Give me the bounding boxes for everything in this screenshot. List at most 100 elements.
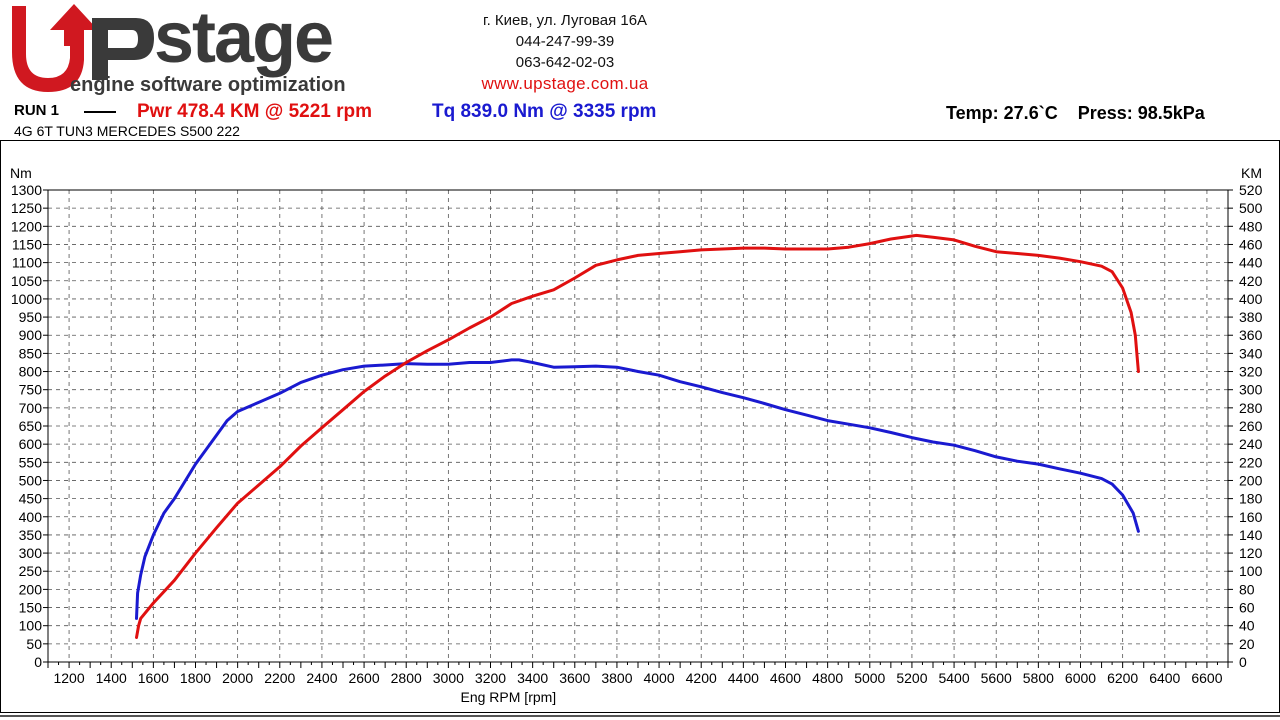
y-right-tick-label: 440	[1239, 255, 1263, 271]
x-tick-label: 5200	[896, 670, 927, 686]
y-left-tick-label: 1150	[12, 236, 42, 252]
dyno-chart-panel: 1200 1400 1600 1800 2000 2200 2400 2600 2800 3000…	[0, 140, 1280, 720]
y-left-tick-label: 1200	[11, 218, 42, 234]
run-legend-line	[84, 111, 116, 113]
x-tick-label: 2600	[348, 670, 379, 686]
y-right-tick-label: 320	[1239, 364, 1263, 380]
y-right-tick-label: 100	[1239, 563, 1263, 579]
y-left-tick-label: 600	[19, 436, 43, 452]
y-right-tick-label: 520	[1239, 182, 1263, 198]
x-tick-label: 1600	[138, 670, 169, 686]
x-tick-label: 1800	[180, 670, 211, 686]
y-left-tick-label: 1050	[11, 273, 42, 289]
x-tick-label: 4000	[643, 670, 674, 686]
y-right-tick-label: 400	[1239, 291, 1263, 307]
power-curve	[135, 233, 1140, 639]
x-tick-label: 3600	[559, 670, 590, 686]
y-right-tick-label: 60	[1239, 600, 1255, 616]
y-right-tick-label: 140	[1239, 527, 1263, 543]
y-left-tick-label: 350	[19, 527, 43, 543]
phone-1: 044-247-99-39	[515, 33, 615, 50]
y-right-tick-label: 120	[1239, 545, 1263, 561]
y-left-tick-label: 950	[19, 309, 43, 325]
website-link[interactable]: www.upstage.com.ua	[481, 74, 649, 93]
y-left-tick-label: 100	[19, 618, 43, 634]
x-tick-label: 3800	[601, 670, 632, 686]
x-axis-label: Eng RPM [rpm]	[461, 689, 557, 705]
x-tick-label: 5400	[938, 670, 969, 686]
y-left-tick-label: 1250	[11, 200, 42, 216]
y-right-tick-label: 280	[1239, 400, 1263, 416]
x-tick-label: 4800	[812, 670, 843, 686]
contact-block: г. Киев, ул. Луговая 16А 044-247-99-39 0…	[445, 10, 685, 94]
y-left-tick-label: 750	[19, 382, 43, 398]
x-tick-label: 2400	[306, 670, 337, 686]
upstage-logo: stage engine software optimization	[12, 0, 346, 96]
y-left-tick-label: 400	[19, 509, 43, 525]
y-right-tick-label: 180	[1239, 491, 1263, 507]
address: г. Киев, ул. Луговая 16А	[482, 12, 648, 29]
x-tick-label: 3000	[433, 670, 464, 686]
y-right-tick-label: 500	[1239, 200, 1263, 216]
y-right-tick-label: 460	[1239, 236, 1263, 252]
y-right-tick-label: 20	[1239, 636, 1255, 652]
x-tick-label: 2000	[222, 670, 253, 686]
y-right-axis-label: KM	[1241, 165, 1262, 181]
temperature-readout: Temp: 27.6`C	[946, 103, 1058, 123]
y-left-tick-label: 150	[19, 600, 43, 616]
y-left-tick-label: 200	[19, 581, 43, 597]
x-tick-label: 5600	[981, 670, 1012, 686]
y-right-tick-label: 420	[1239, 273, 1263, 289]
x-tick-label: 5000	[854, 670, 885, 686]
y-left-tick-label: 500	[19, 472, 43, 488]
x-tick-label: 2800	[391, 670, 422, 686]
x-tick-label: 3200	[475, 670, 506, 686]
environment-readout: Temp: 27.6`C Press: 98.5kPa	[946, 103, 1225, 124]
y-right-tick-label: 480	[1239, 218, 1263, 234]
x-tick-label: 6400	[1149, 670, 1180, 686]
y-left-tick-label: 700	[19, 400, 43, 416]
torque-summary: Tq 839.0 Nm @ 3335 rpm	[432, 101, 657, 122]
x-tick-label: 1400	[96, 670, 127, 686]
y-left-tick-label: 0	[34, 654, 42, 670]
y-left-tick-label: 1300	[11, 182, 42, 198]
y-right-tick-label: 360	[1239, 327, 1263, 343]
y-right-tick-label: 80	[1239, 581, 1255, 597]
y-left-axis-label: Nm	[10, 165, 32, 181]
y-left-tick-label: 300	[19, 545, 43, 561]
y-right-tick-label: 340	[1239, 345, 1263, 361]
run-label: RUN 1	[14, 102, 60, 119]
dyno-chart: 1200 1400 1600 1800 2000 2200 2400 2600 2800 3000…	[0, 140, 1280, 717]
power-summary: Pwr 478.4 KM @ 5221 rpm	[137, 101, 373, 122]
x-tick-label: 4200	[686, 670, 717, 686]
y-left-tick-label: 850	[19, 345, 43, 361]
x-tick-label: 4400	[728, 670, 759, 686]
y-left-tick-label: 1100	[12, 255, 42, 271]
grid-lines	[48, 189, 1228, 663]
y-right-tick-label: 0	[1239, 654, 1247, 670]
y-right-tick-label: 200	[1239, 472, 1263, 488]
y-right-tick-label: 240	[1239, 436, 1263, 452]
vehicle-description: 4G 6T TUN3 MERCEDES S500 222	[14, 123, 240, 139]
y-right-tick-label: 40	[1239, 618, 1255, 634]
logo-tagline: engine software optimization	[70, 74, 346, 96]
x-tick-label: 1200	[53, 670, 84, 686]
svg-text:stage: stage	[154, 0, 332, 78]
x-tick-label: 5800	[1023, 670, 1054, 686]
x-tick-label: 6000	[1065, 670, 1096, 686]
x-tick-label: 2200	[264, 670, 295, 686]
y-left-tick-label: 250	[19, 563, 43, 579]
y-right-tick-label: 220	[1239, 454, 1263, 470]
x-tick-label: 4600	[770, 670, 801, 686]
y-left-tick-label: 550	[19, 454, 43, 470]
x-tick-label: 6200	[1107, 670, 1138, 686]
pressure-readout: Press: 98.5kPa	[1077, 103, 1205, 123]
y-left-tick-label: 50	[26, 636, 42, 652]
y-left-tick-label: 1000	[11, 291, 42, 307]
y-left-tick-label: 650	[19, 418, 43, 434]
y-right-tick-label: 260	[1239, 418, 1263, 434]
x-tick-label: 3400	[517, 670, 548, 686]
y-right-tick-label: 300	[1239, 382, 1263, 398]
phone-2: 063-642-02-03	[515, 54, 615, 71]
y-left-tick-label: 800	[19, 364, 43, 380]
